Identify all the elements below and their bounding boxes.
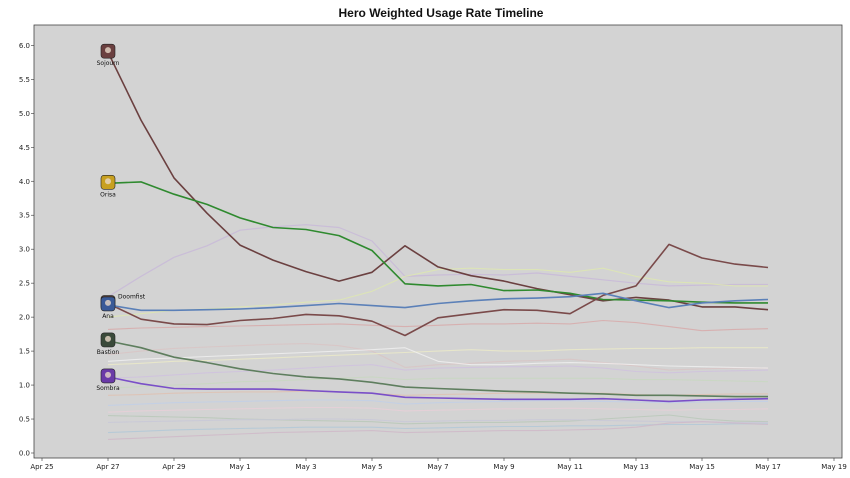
series-line-orisa [107, 181, 768, 304]
x-tick-label: May 13 [623, 463, 649, 471]
y-tick-label: 6.0 [19, 42, 30, 50]
hero-icon-face-bastion [105, 335, 111, 342]
hero-label-sombra: Sombra [96, 385, 120, 392]
y-tick-label: 4.0 [19, 178, 30, 186]
series-line-doomfist [107, 243, 769, 337]
highlighted-series-group [107, 51, 769, 403]
series-line-sombra [107, 376, 769, 403]
hero-icon-face-sombra [105, 371, 111, 378]
x-tick-label: May 7 [427, 463, 448, 471]
x-tick-label: May 17 [755, 463, 781, 471]
series-line-bastion [107, 340, 768, 398]
y-axis: 0.0 0.5 1.0 1.5 2.0 2.5 3.0 3.5 4.0 4.5 5.0 5.5 6.0 [19, 42, 34, 458]
y-tick-label: 3.5 [19, 212, 30, 220]
hero-label-doomfist: Doomfist [118, 294, 146, 301]
hero-label-orisa: Orisa [100, 191, 116, 198]
series-line-ana [107, 292, 769, 312]
x-tick-label: May 15 [689, 463, 715, 471]
series-line-unlabeled [107, 399, 768, 406]
series-line-sojourn [107, 51, 769, 311]
y-tick-label: 2.5 [19, 280, 30, 288]
hero-label-ana: Ana [102, 313, 114, 320]
series-line-unlabeled [107, 418, 768, 423]
x-tick-label: May 11 [557, 463, 583, 471]
hero-marker-group: Sojourn Orisa Doomfist Ana Bastion Sombra [96, 43, 146, 392]
series-line-unlabeled [107, 421, 769, 440]
y-tick-label: 0.0 [19, 450, 30, 458]
x-tick-label: May 19 [821, 463, 847, 471]
hero-label-bastion: Bastion [97, 349, 120, 356]
background-series-group [107, 224, 769, 440]
y-tick-label: 4.5 [19, 144, 30, 152]
series-line-unlabeled [107, 406, 769, 413]
series-line-unlabeled [107, 347, 768, 366]
x-tick-label: Apr 29 [162, 463, 185, 471]
x-tick-label: May 9 [493, 463, 514, 471]
series-line-unlabeled [107, 267, 768, 318]
x-tick-label: May 5 [361, 463, 382, 471]
hero-icon-face-ana [105, 299, 111, 306]
hero-label-sojourn: Sojourn [97, 60, 120, 67]
y-tick-label: 5.5 [19, 76, 30, 84]
x-tick-label: May 3 [295, 463, 316, 471]
series-line-unlabeled [107, 414, 769, 425]
y-tick-label: 5.0 [19, 110, 30, 118]
x-tick-label: May 1 [229, 463, 250, 471]
y-tick-label: 0.5 [19, 416, 30, 424]
x-axis: Apr 25 Apr 27 Apr 29 May 1 May 3 May 5 May 7 Ma… [30, 458, 847, 471]
y-tick-label: 3.0 [19, 246, 30, 254]
plot-area [33, 24, 843, 459]
series-line-unlabeled [107, 376, 769, 390]
y-tick-label: 1.0 [19, 382, 30, 390]
series-line-unlabeled [107, 347, 769, 369]
series-line-unlabeled [107, 319, 769, 332]
series-line-unlabeled [107, 364, 769, 379]
series-line-unlabeled [107, 343, 768, 371]
hero-icon-face-orisa [105, 178, 111, 185]
y-tick-label: 2.0 [19, 314, 30, 322]
series-line-unlabeled [107, 224, 768, 298]
x-tick-label: Apr 27 [96, 463, 119, 471]
chart-title: Hero Weighted Usage Rate Timeline [339, 6, 544, 20]
y-tick-label: 1.5 [19, 348, 30, 356]
x-tick-label: Apr 25 [30, 463, 53, 471]
hero-icon-face-sojourn [105, 47, 111, 54]
